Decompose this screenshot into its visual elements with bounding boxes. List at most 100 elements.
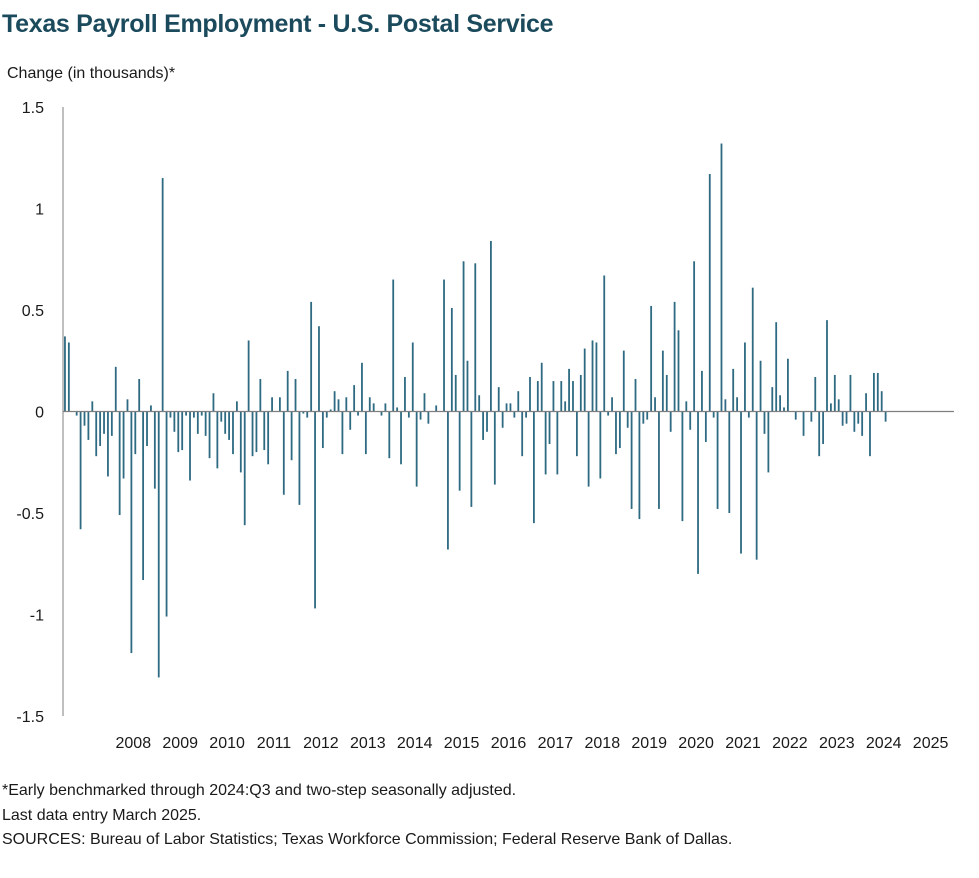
- bar: [200, 411, 203, 416]
- bar: [673, 301, 676, 412]
- x-tick-label: 2020: [678, 735, 714, 752]
- bar: [525, 411, 527, 418]
- bar: [747, 411, 750, 418]
- bar: [697, 411, 699, 574]
- bar: [501, 411, 504, 428]
- bar: [869, 411, 871, 457]
- bar: [228, 411, 230, 440]
- bar: [388, 411, 391, 459]
- bar: [568, 368, 570, 412]
- bar: [83, 411, 86, 426]
- bar: [818, 411, 821, 457]
- bar: [779, 395, 781, 412]
- bar: [454, 374, 457, 412]
- bar: [536, 381, 539, 412]
- bar: [763, 411, 766, 434]
- bar: [64, 336, 66, 412]
- bar: [208, 411, 211, 459]
- bar: [79, 411, 82, 530]
- bar: [814, 376, 817, 412]
- bar: [845, 411, 848, 424]
- bar: [661, 350, 664, 412]
- bar: [833, 374, 836, 412]
- y-tick-label: 0: [35, 405, 44, 422]
- bar: [380, 411, 383, 416]
- bar: [583, 348, 586, 412]
- bar: [529, 376, 531, 412]
- bar: [196, 411, 199, 434]
- x-tick-label: 2016: [491, 735, 527, 752]
- x-tick-label: 2011: [257, 735, 292, 752]
- bar: [787, 358, 789, 412]
- bar: [400, 411, 402, 465]
- bar: [306, 411, 309, 418]
- footnote-benchmark: *Early benchmarked through 2024:Q3 and t…: [2, 782, 517, 799]
- x-tick-label: 2022: [772, 735, 808, 752]
- x-tick-label: 2024: [866, 735, 902, 752]
- bar: [251, 411, 254, 457]
- bar: [767, 411, 770, 473]
- bar: [364, 411, 367, 455]
- x-tick-label: 2010: [209, 735, 245, 752]
- bar: [861, 411, 864, 436]
- bar: [622, 350, 625, 412]
- bar: [458, 411, 461, 491]
- bar: [407, 411, 410, 418]
- bar: [552, 381, 555, 412]
- bar: [204, 411, 207, 436]
- bar: [142, 411, 145, 580]
- bar: [642, 411, 645, 424]
- bar: [341, 411, 344, 455]
- bar: [349, 411, 352, 430]
- bar: [876, 372, 879, 412]
- bar: [548, 411, 551, 444]
- bar: [138, 379, 141, 412]
- bar: [169, 411, 172, 418]
- bar: [87, 411, 90, 440]
- bar: [126, 399, 129, 412]
- x-tick-label: 2008: [116, 735, 152, 752]
- bar: [224, 411, 227, 434]
- bar: [486, 411, 488, 432]
- bar: [802, 411, 805, 436]
- bar: [575, 411, 578, 457]
- bar: [384, 403, 387, 412]
- bar: [595, 342, 598, 412]
- bar: [599, 411, 602, 479]
- bar: [181, 411, 184, 451]
- y-tick-label: 1.5: [22, 100, 44, 117]
- bar: [103, 411, 105, 434]
- bar: [677, 330, 680, 412]
- bar: [712, 411, 715, 418]
- bar: [509, 403, 512, 412]
- bar: [107, 411, 109, 477]
- bar: [75, 411, 78, 416]
- bar: [482, 411, 484, 440]
- y-tick-label: -0.5: [16, 506, 44, 523]
- bar: [161, 178, 164, 412]
- bar: [185, 411, 187, 416]
- x-tick-label: 2013: [350, 735, 386, 752]
- bar: [751, 287, 754, 412]
- bar: [665, 374, 668, 412]
- bar: [239, 411, 242, 473]
- bar: [669, 411, 672, 432]
- bar: [611, 397, 613, 412]
- y-tick-label: 1: [35, 202, 44, 219]
- bar: [591, 340, 594, 412]
- bar: [564, 401, 567, 412]
- bar: [853, 411, 856, 432]
- bar: [630, 411, 633, 509]
- bar: [357, 411, 359, 416]
- bar: [693, 261, 696, 412]
- bar: [497, 387, 500, 412]
- bar: [392, 279, 395, 412]
- y-tick-label: -1.5: [16, 709, 44, 726]
- bar: [732, 368, 735, 412]
- x-tick-label: 2017: [538, 735, 574, 752]
- bar: [193, 411, 195, 418]
- bar: [634, 379, 637, 412]
- bar: [329, 409, 332, 412]
- bar: [177, 411, 180, 453]
- x-tick-label: 2025: [913, 735, 949, 752]
